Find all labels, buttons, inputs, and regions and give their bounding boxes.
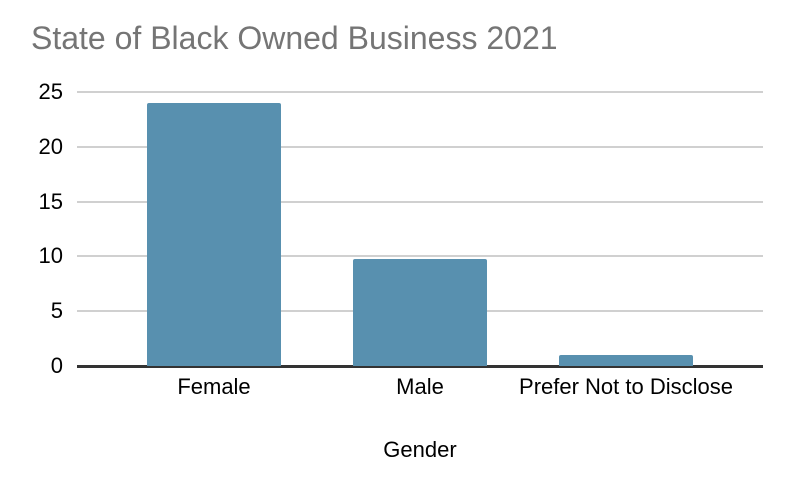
gridline [77, 145, 763, 148]
y-tick-label: 25 [38, 79, 63, 104]
plot-area [77, 91, 763, 368]
bar-male [353, 258, 487, 366]
x-axis-line [77, 365, 763, 368]
y-tick-label: 5 [50, 298, 63, 324]
x-category-label: Prefer Not to Disclose [519, 374, 733, 399]
gridline [77, 200, 763, 203]
y-tick-label: 15 [38, 188, 63, 214]
gridline [77, 91, 763, 93]
x-axis-title: Gender [383, 437, 457, 462]
x-category-label: Male [396, 374, 444, 399]
y-tick-label: 10 [38, 243, 63, 269]
y-tick-label: 0 [50, 353, 63, 378]
chart-title: State of Black Owned Business 2021 [31, 20, 558, 56]
bar-prefer-not-to-disclose [559, 355, 693, 366]
bar-female [147, 102, 281, 366]
gridline [77, 255, 763, 258]
y-tick-label: 20 [38, 133, 63, 159]
x-category-label: Female [177, 374, 251, 399]
